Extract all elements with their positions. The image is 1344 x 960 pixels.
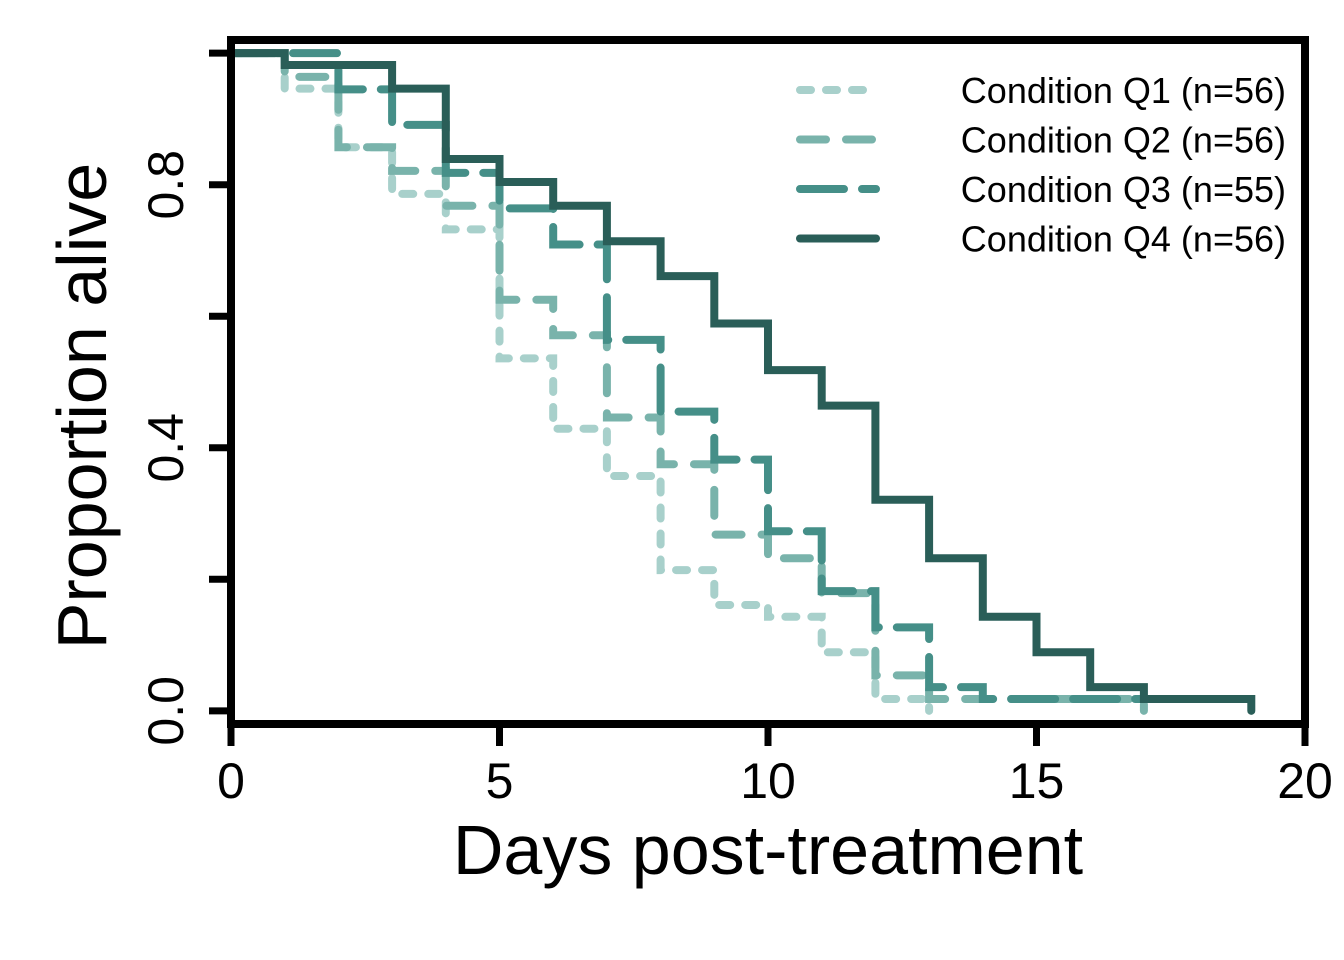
x-tick-label: 10: [740, 753, 796, 809]
x-axis-title: Days post-treatment: [453, 811, 1083, 889]
x-tick-label: 0: [217, 753, 245, 809]
plot-frame: [227, 36, 1309, 728]
y-tick-label: 0.4: [138, 413, 194, 483]
series-line-3: [227, 49, 1148, 704]
x-tick-label: 5: [486, 753, 514, 809]
series-line-2: [227, 49, 1148, 715]
legend-label-3: Condition Q3 (n=55): [961, 169, 1286, 210]
series-group: [227, 49, 1256, 715]
legend: Condition Q1 (n=56) Condition Q2 (n=56) Co…: [796, 70, 1286, 260]
legend-label-2: Condition Q2 (n=56): [961, 120, 1286, 161]
legend-label-1: Condition Q1 (n=56): [961, 70, 1286, 111]
series-line-4: [227, 49, 1256, 715]
y-tick-label: 0.0: [138, 676, 194, 746]
y-axis-title: Proportion alive: [43, 163, 121, 649]
series-line-1: [227, 49, 934, 715]
legend-label-4: Condition Q4 (n=56): [961, 219, 1286, 260]
y-tick-label: 0.8: [138, 150, 194, 220]
x-tick-label: 20: [1277, 753, 1333, 809]
x-tick-label: 15: [1009, 753, 1065, 809]
axis-ticks: 0 5 10 15 20 0.0 0.4 0.8: [138, 49, 1333, 809]
